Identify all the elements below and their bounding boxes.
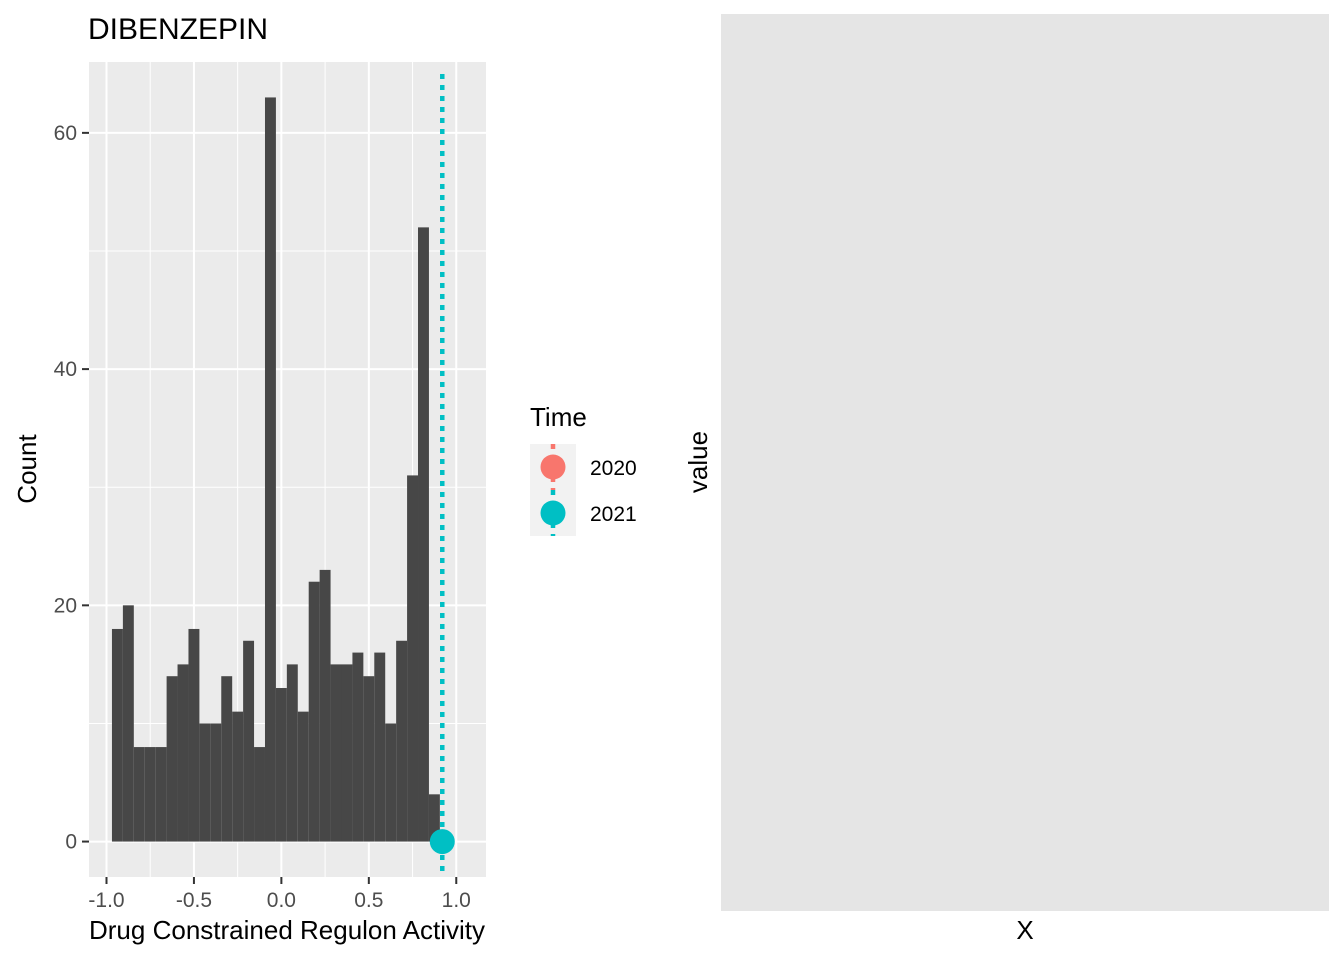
y-tick-label: 0 bbox=[65, 831, 77, 854]
histogram-bar bbox=[275, 688, 287, 842]
right-x-axis-title: X bbox=[1016, 915, 1033, 945]
right-y-axis-title: value bbox=[683, 431, 713, 493]
histogram-bar bbox=[122, 605, 134, 842]
legend: Time 2020 2021 bbox=[530, 402, 637, 536]
histogram-bar bbox=[308, 581, 320, 842]
y-tick-label: 20 bbox=[54, 594, 77, 617]
y-axis: 0 20 40 60 bbox=[54, 122, 89, 854]
y-tick-label: 40 bbox=[54, 358, 77, 381]
y-tick-label: 60 bbox=[54, 122, 77, 145]
legend-keys bbox=[540, 444, 566, 536]
x-axis-title: Drug Constrained Regulon Activity bbox=[89, 915, 485, 945]
histogram-bar bbox=[254, 747, 265, 842]
marker-point bbox=[429, 829, 455, 855]
histogram-bar bbox=[428, 794, 440, 842]
histogram-bar bbox=[264, 97, 276, 842]
histogram-bar bbox=[199, 723, 211, 842]
legend-key-dot-2021 bbox=[540, 500, 566, 526]
x-axis: -1.0 -0.5 0.0 0.5 1.0 bbox=[88, 877, 471, 912]
histogram-bar bbox=[396, 640, 408, 842]
x-tick-label: 0.0 bbox=[267, 889, 296, 912]
histogram-bar bbox=[111, 628, 123, 842]
y-axis-title: Count bbox=[12, 434, 42, 504]
histogram-bar bbox=[243, 640, 255, 842]
histogram-bar bbox=[297, 711, 309, 842]
legend-label-2020: 2020 bbox=[590, 457, 637, 480]
legend-label-2021: 2021 bbox=[590, 503, 637, 526]
histogram-bar bbox=[341, 664, 353, 842]
legend-key-dot-2020 bbox=[540, 454, 566, 480]
empty-panel bbox=[721, 14, 1329, 911]
x-tick-label: -0.5 bbox=[176, 889, 212, 912]
histogram-bar bbox=[385, 723, 397, 842]
histogram-bar bbox=[374, 652, 386, 842]
histogram-bar bbox=[232, 711, 244, 842]
histogram-bar bbox=[319, 569, 331, 842]
histogram-bars bbox=[111, 97, 440, 842]
histogram-bar bbox=[352, 652, 364, 842]
histogram-bar bbox=[221, 676, 233, 842]
histogram-bar bbox=[144, 747, 156, 842]
histogram-bar bbox=[407, 475, 419, 842]
x-tick-label: -1.0 bbox=[88, 889, 124, 912]
histogram-bar bbox=[155, 747, 167, 842]
x-tick-label: 1.0 bbox=[442, 889, 471, 912]
marker-points bbox=[429, 829, 455, 855]
histogram-bar bbox=[188, 628, 200, 842]
histogram-bar bbox=[210, 723, 222, 842]
histogram-bar bbox=[177, 664, 189, 842]
x-tick-label: 0.5 bbox=[354, 889, 383, 912]
histogram-bar bbox=[330, 664, 342, 842]
histogram-bar bbox=[418, 227, 429, 842]
chart-title: DIBENZEPIN bbox=[88, 13, 268, 46]
histogram-bar bbox=[166, 676, 178, 842]
histogram-bar bbox=[286, 664, 298, 842]
legend-title: Time bbox=[530, 402, 587, 432]
histogram-bar bbox=[363, 676, 375, 842]
histogram-bar bbox=[133, 747, 145, 842]
